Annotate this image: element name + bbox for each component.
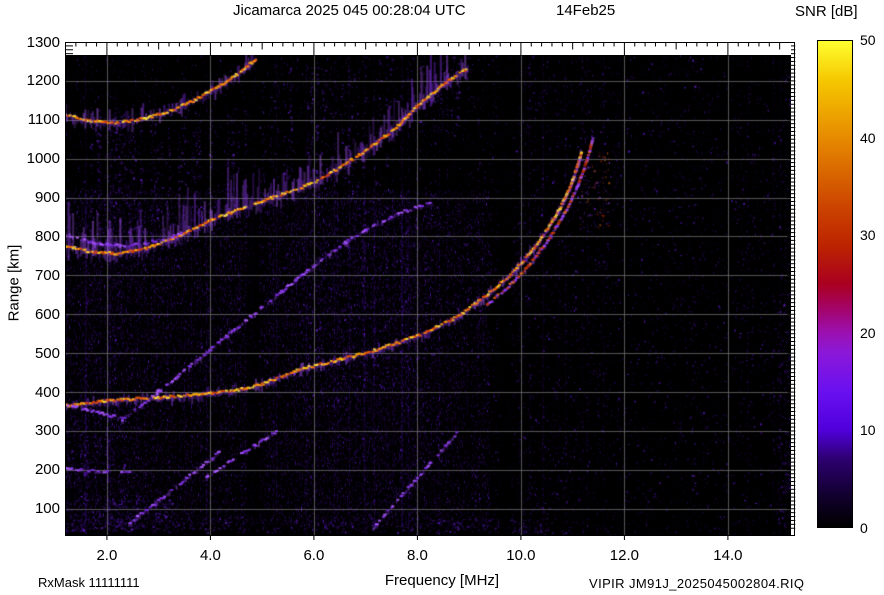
- colorbar-title: SNR [dB]: [795, 3, 858, 20]
- x-tick-label: 6.0: [303, 547, 325, 564]
- plot-title-date: 14Feb25: [556, 2, 616, 19]
- file-id-label: VIPIR JM91J_2025045002804.RIQ: [589, 576, 805, 591]
- colorbar-tick-label: 10: [860, 422, 876, 439]
- y-tick-label: 1200: [26, 72, 60, 90]
- colorbar-tick-label: 40: [860, 129, 876, 146]
- x-axis-label: Frequency [MHz]: [384, 572, 500, 589]
- y-tick-label: 700: [34, 266, 60, 284]
- rx-mask-label: RxMask 11111111: [38, 575, 140, 590]
- colorbar-tick-label: 0: [860, 520, 868, 536]
- y-tick-label: 600: [34, 305, 60, 323]
- x-tick-label: 8.0: [406, 547, 428, 564]
- x-tick-label: 12.0: [609, 547, 639, 564]
- y-tick-label: 800: [34, 227, 60, 245]
- y-tick-label: 1000: [26, 150, 60, 168]
- x-tick-label: 2.0: [96, 547, 118, 564]
- ionogram-canvas: [66, 55, 791, 536]
- y-tick-label: 400: [34, 383, 60, 401]
- y-tick-label: 100: [34, 500, 60, 518]
- colorbar-tick-label: 20: [860, 324, 876, 341]
- snr-colorbar: [817, 40, 853, 528]
- y-tick-label: 1300: [26, 33, 60, 51]
- x-tick-label: 14.0: [713, 547, 743, 564]
- colorbar-tick-label: 30: [860, 227, 876, 244]
- colorbar-tick-label: 50: [860, 32, 876, 48]
- y-tick-label: 1100: [27, 111, 60, 129]
- x-tick-label: 4.0: [199, 547, 221, 564]
- y-tick-label: 200: [34, 461, 60, 479]
- y-tick-label: 900: [34, 189, 60, 207]
- x-tick-label: 10.0: [506, 547, 536, 564]
- y-tick-label: 300: [34, 422, 60, 440]
- y-tick-label: 500: [34, 344, 60, 362]
- plot-title: Jicamarca 2025 045 00:28:04 UTC: [233, 2, 466, 19]
